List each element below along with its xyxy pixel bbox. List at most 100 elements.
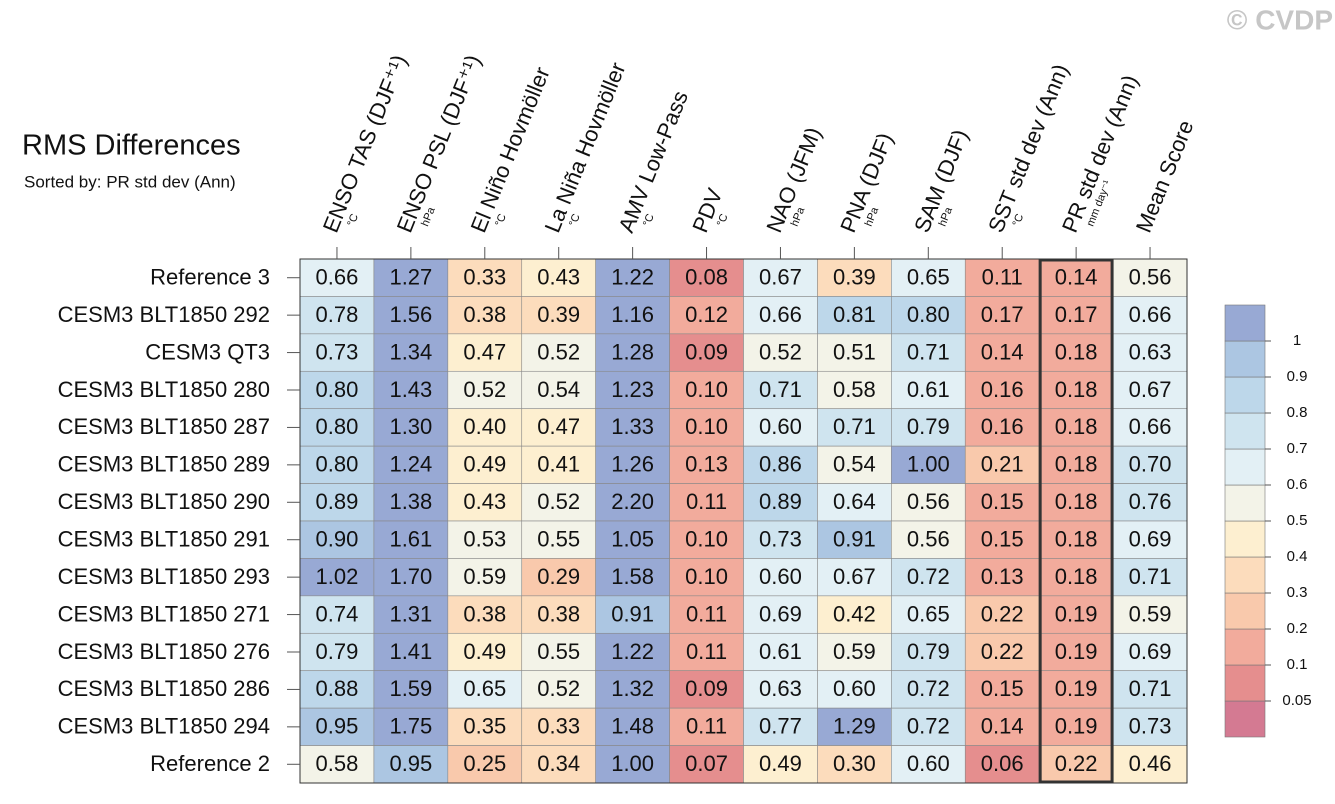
cell-label: 1.32 xyxy=(611,676,654,701)
column-unit: °C xyxy=(345,212,361,228)
cell-label: 0.06 xyxy=(981,751,1024,776)
heatmap-cell xyxy=(373,408,449,447)
cell-label: 1.30 xyxy=(389,414,432,439)
cell-label: 0.80 xyxy=(316,377,359,402)
heatmap-cell xyxy=(373,595,449,634)
heatmap-cell xyxy=(595,595,670,634)
heatmap-cell xyxy=(1038,296,1114,335)
heatmap-cell xyxy=(1038,595,1114,634)
cell-label: 0.55 xyxy=(537,527,580,552)
cell-label: 1.58 xyxy=(611,564,654,589)
cell-label: 0.16 xyxy=(981,414,1024,439)
heatmap-cell xyxy=(521,745,596,784)
cell-label: 0.33 xyxy=(537,714,580,739)
heatmap-cell xyxy=(373,483,449,522)
cell-label: 0.52 xyxy=(463,377,506,402)
heatmap-cell xyxy=(373,745,449,784)
cell-label: 0.11 xyxy=(686,601,727,626)
column-label: AMV Low-Pass xyxy=(613,87,693,236)
cell-label: 0.67 xyxy=(759,265,802,290)
heatmap-cell xyxy=(743,296,818,335)
cell-label: 1.28 xyxy=(611,339,654,364)
cell-label: 0.95 xyxy=(389,751,432,776)
cell-label: 0.13 xyxy=(685,452,728,477)
cell-label: 0.25 xyxy=(463,751,506,776)
cell-label: 0.65 xyxy=(463,676,506,701)
row-label: CESM3 BLT1850 271 xyxy=(58,601,270,626)
cell-label: 0.66 xyxy=(1129,302,1172,327)
row-label: CESM3 BLT1850 276 xyxy=(58,639,270,664)
cell-label: 0.09 xyxy=(685,676,728,701)
column-label: Mean Score xyxy=(1131,117,1199,236)
cell-label: 0.59 xyxy=(833,639,876,664)
cell-label: 0.80 xyxy=(907,302,950,327)
cell-label: 1.22 xyxy=(611,265,654,290)
heatmap-cell xyxy=(373,558,449,597)
column-unit: °C xyxy=(641,212,657,228)
heatmap-cell xyxy=(669,670,744,709)
heatmap-cell xyxy=(595,520,670,559)
colorbar-box xyxy=(1224,520,1266,558)
cell-label: 0.18 xyxy=(1055,377,1098,402)
cell-label: 1.61 xyxy=(389,527,432,552)
heatmap-cell xyxy=(373,632,449,672)
cell-label: 0.67 xyxy=(1129,377,1172,402)
cell-label: 0.33 xyxy=(463,265,506,290)
heatmap-cell xyxy=(521,595,596,634)
cell-label: 0.18 xyxy=(1055,452,1098,477)
colorbar-box xyxy=(1224,412,1266,450)
heatmap-cell xyxy=(373,707,449,746)
cell-label: 0.11 xyxy=(686,489,727,514)
cell-label: 0.79 xyxy=(907,639,950,664)
cell-label: 0.10 xyxy=(685,377,728,402)
heatmap-cell xyxy=(1038,632,1114,672)
colorbar-box xyxy=(1224,664,1266,702)
cell-label: 1.41 xyxy=(389,639,432,664)
cell-label: 0.11 xyxy=(686,714,727,739)
heatmap-cell xyxy=(964,258,1040,297)
heatmap-cell xyxy=(595,333,670,372)
column-label: La Niña Hovmöller xyxy=(540,59,631,236)
cell-label: 1.27 xyxy=(389,265,432,290)
heatmap-cell xyxy=(669,258,744,297)
heatmap-cell xyxy=(743,520,818,559)
heatmap-cell xyxy=(891,558,966,597)
cell-label: 0.69 xyxy=(1129,639,1172,664)
cell-label: 0.73 xyxy=(759,527,802,552)
colorbar-box xyxy=(1224,628,1266,666)
cell-label: 0.60 xyxy=(833,676,876,701)
cell-label: 0.55 xyxy=(537,639,580,664)
cell-label: 0.35 xyxy=(463,714,506,739)
cell-label: 0.72 xyxy=(907,676,950,701)
cell-label: 1.75 xyxy=(389,714,432,739)
colorbar-box xyxy=(1224,340,1266,378)
heatmap-cell xyxy=(521,707,596,746)
heatmap-cell xyxy=(743,595,818,634)
heatmap-cell xyxy=(964,745,1040,784)
heatmap-cell xyxy=(964,632,1040,672)
column-unit: °C xyxy=(715,212,731,228)
heatmap-cell xyxy=(1112,483,1188,522)
column-unit: °C xyxy=(567,212,583,228)
cell-label: 0.47 xyxy=(537,414,580,439)
cell-label: 0.77 xyxy=(759,714,802,739)
cell-label: 0.39 xyxy=(537,302,580,327)
cell-label: 0.43 xyxy=(463,489,506,514)
cell-label: 0.29 xyxy=(537,564,580,589)
cell-label: 0.66 xyxy=(316,265,359,290)
cell-label: 0.38 xyxy=(463,601,506,626)
cell-label: 0.71 xyxy=(907,339,950,364)
cell-label: 0.65 xyxy=(907,601,950,626)
cell-label: 0.89 xyxy=(759,489,802,514)
heatmap-cell xyxy=(743,445,818,484)
heatmap-cell xyxy=(1038,483,1114,522)
cell-label: 0.60 xyxy=(907,751,950,776)
cell-label: 0.91 xyxy=(611,601,654,626)
colorbar-label: 0.05 xyxy=(1282,692,1311,709)
cell-label: 0.18 xyxy=(1055,564,1098,589)
colorbar-label: 0.6 xyxy=(1287,476,1308,493)
heatmap-cell xyxy=(669,370,744,410)
cell-label: 1.29 xyxy=(833,714,876,739)
heatmap-cell xyxy=(964,670,1040,709)
heatmap-cell xyxy=(817,296,892,335)
